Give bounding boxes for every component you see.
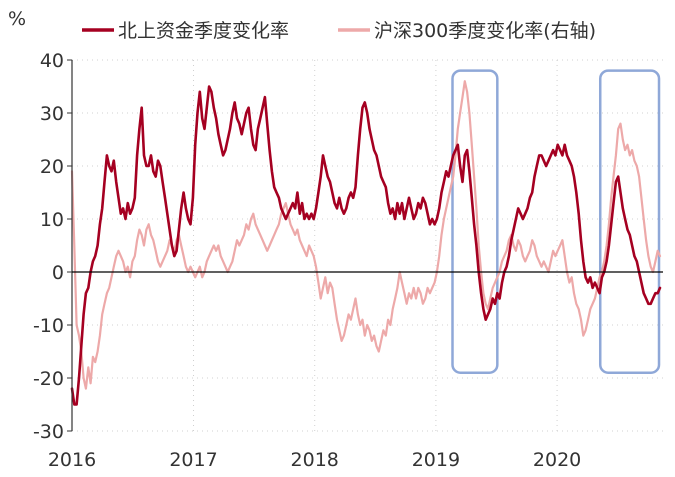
highlight-box <box>451 69 499 374</box>
x-tick-label: 2016 <box>48 449 96 471</box>
y-tick-label: 30 <box>40 103 64 125</box>
highlight-box <box>598 69 661 374</box>
x-tick-label: 2019 <box>412 449 460 471</box>
x-tick-label: 2017 <box>169 449 217 471</box>
legend-label: 沪深300季度变化率(右轴) <box>374 20 596 42</box>
legend: 北上资金季度变化率 沪深300季度变化率(右轴) <box>82 20 596 42</box>
series-line-northbound <box>70 85 662 406</box>
y-tick-label: -10 <box>33 315 64 337</box>
legend-label: 北上资金季度变化率 <box>118 20 289 42</box>
series-line-csi300 <box>70 80 662 390</box>
axes: 40 30 20 10 0 -10 -20 -30 2016 2017 2018 2019 2020 <box>33 50 663 471</box>
y-tick-label: 0 <box>52 262 64 284</box>
y-tick-label: 10 <box>40 209 64 231</box>
highlight-boxes <box>451 69 661 374</box>
y-tick-label: -20 <box>33 368 64 390</box>
y-unit-label: % <box>8 8 26 30</box>
x-tick-label: 2020 <box>533 449 581 471</box>
y-tick-label: -30 <box>33 421 64 443</box>
series-layer <box>70 80 662 406</box>
x-tick-label: 2018 <box>291 449 339 471</box>
y-tick-label: 20 <box>40 156 64 178</box>
y-tick-label: 40 <box>40 50 64 72</box>
